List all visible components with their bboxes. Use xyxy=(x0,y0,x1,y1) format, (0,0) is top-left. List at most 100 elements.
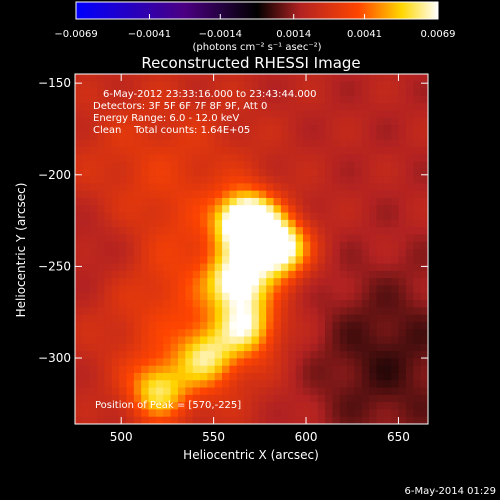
heatmap-cell xyxy=(383,234,392,243)
heatmap-cell xyxy=(192,88,201,97)
heatmap-cell xyxy=(111,387,120,396)
heatmap-cell xyxy=(89,234,98,243)
heatmap-cell xyxy=(126,88,135,97)
heatmap-cell xyxy=(133,176,142,184)
heatmap-cell xyxy=(97,183,105,192)
heatmap-cell xyxy=(361,227,370,235)
heatmap-cell xyxy=(229,125,238,133)
heatmap-cell xyxy=(207,241,216,250)
heatmap-cell xyxy=(310,95,319,104)
heatmap-cell xyxy=(133,314,142,323)
x-tick-label: 650 xyxy=(387,430,410,444)
heatmap-cell xyxy=(192,190,201,199)
heatmap-cell xyxy=(413,285,422,294)
heatmap-cell xyxy=(295,197,304,206)
heatmap-cell xyxy=(347,416,355,425)
heatmap-cell xyxy=(75,234,83,243)
heatmap-cell xyxy=(347,380,355,388)
heatmap-cell xyxy=(317,300,326,308)
heatmap-cell xyxy=(391,292,399,301)
heatmap-cell xyxy=(347,176,355,184)
heatmap-cell xyxy=(288,241,297,250)
heatmap-cell xyxy=(361,285,370,294)
heatmap-cell xyxy=(207,249,216,257)
heatmap-cell xyxy=(236,256,245,264)
heatmap-cell xyxy=(413,241,422,250)
heatmap-cell xyxy=(361,278,370,286)
heatmap-cell xyxy=(97,278,105,286)
heatmap-cell xyxy=(229,256,238,264)
heatmap-cell xyxy=(207,351,216,359)
heatmap-cell xyxy=(222,270,230,279)
heatmap-cell xyxy=(413,394,422,403)
heatmap-cell xyxy=(280,343,289,352)
heatmap-cell xyxy=(207,154,216,162)
heatmap-cell xyxy=(163,197,171,206)
heatmap-cell xyxy=(214,95,223,104)
heatmap-cell xyxy=(207,292,216,301)
heatmap-cell xyxy=(317,321,326,330)
heatmap-cell xyxy=(266,234,274,243)
heatmap-cell xyxy=(266,358,274,367)
heatmap-cell xyxy=(104,402,113,410)
heatmap-cell xyxy=(214,263,223,272)
heatmap-cell xyxy=(273,139,282,148)
heatmap-cell xyxy=(207,139,216,148)
heatmap-cell xyxy=(258,365,267,374)
heatmap-cell xyxy=(347,168,355,177)
heatmap-cell xyxy=(288,205,297,213)
heatmap-cell xyxy=(222,132,230,141)
heatmap-cell xyxy=(398,205,407,213)
heatmap-cell xyxy=(288,372,297,381)
heatmap-cell xyxy=(361,329,370,337)
heatmap-cell xyxy=(288,117,297,126)
heatmap-cell xyxy=(163,321,171,330)
heatmap-cell xyxy=(347,300,355,308)
heatmap-cell xyxy=(251,249,260,257)
heatmap-cell xyxy=(155,285,164,294)
heatmap-cell xyxy=(75,219,83,228)
heatmap-cell xyxy=(325,227,333,235)
heatmap-cell xyxy=(376,358,385,367)
heatmap-cell xyxy=(185,372,194,381)
heatmap-cell xyxy=(376,402,385,410)
heatmap-cell xyxy=(192,256,201,264)
heatmap-cell xyxy=(258,154,267,162)
heatmap-cell xyxy=(361,358,370,367)
heatmap-cell xyxy=(170,234,179,243)
heatmap-cell xyxy=(295,263,304,272)
heatmap-image xyxy=(75,74,429,425)
heatmap-cell xyxy=(244,74,252,82)
heatmap-cell xyxy=(155,336,164,345)
heatmap-cell xyxy=(126,358,135,367)
heatmap-cell xyxy=(82,358,91,367)
heatmap-cell xyxy=(258,278,267,286)
heatmap-cell xyxy=(244,190,252,199)
heatmap-cell xyxy=(383,329,392,337)
heatmap-cell xyxy=(177,103,186,111)
heatmap-cell xyxy=(170,183,179,192)
heatmap-cell xyxy=(200,176,208,184)
heatmap-cell xyxy=(310,103,319,111)
heatmap-cell xyxy=(82,416,91,425)
heatmap-cell xyxy=(391,278,399,286)
heatmap-cell xyxy=(405,219,414,228)
heatmap-cell xyxy=(244,95,252,104)
heatmap-cell xyxy=(97,394,105,403)
heatmap-cell xyxy=(148,74,157,82)
heatmap-cell xyxy=(141,117,149,126)
heatmap-cell xyxy=(251,183,260,192)
heatmap-cell xyxy=(155,205,164,213)
heatmap-cell xyxy=(141,212,149,221)
heatmap-cell xyxy=(354,212,363,221)
heatmap-cell xyxy=(244,270,252,279)
heatmap-cell xyxy=(75,409,83,418)
heatmap-cell xyxy=(155,161,164,170)
heatmap-cell xyxy=(280,300,289,308)
heatmap-cell xyxy=(310,278,319,286)
heatmap-cell xyxy=(354,227,363,235)
heatmap-cell xyxy=(339,88,348,97)
heatmap-cell xyxy=(339,161,348,170)
heatmap-cell xyxy=(332,300,341,308)
heatmap-cell xyxy=(280,278,289,286)
